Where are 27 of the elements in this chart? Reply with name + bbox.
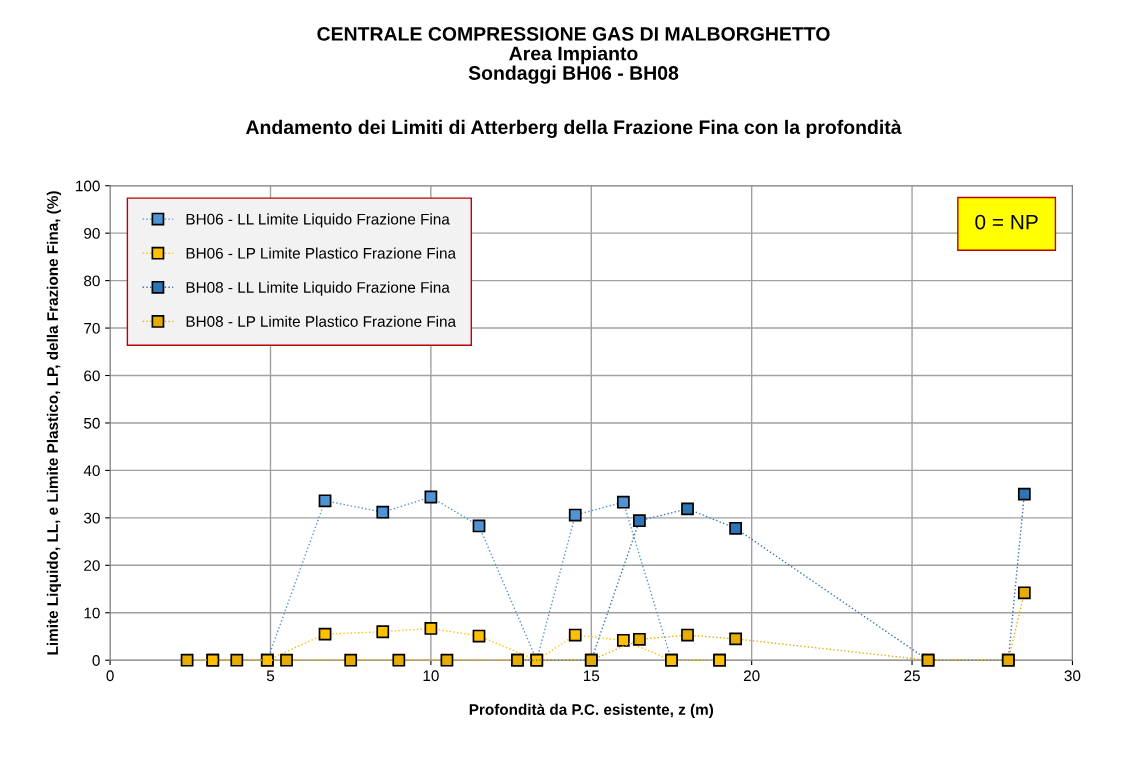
y-tick-label: 30: [83, 512, 100, 524]
x-tick-label: 30: [1064, 670, 1081, 682]
x-tick-label: 15: [583, 670, 600, 682]
chart-subtitle: Andamento dei Limiti di Atterberg della Frazione Fina con la profondità: [245, 119, 902, 139]
y-tick-label: 20: [84, 560, 100, 571]
y-tick-label: 0: [92, 655, 100, 666]
chart-title: CENTRALE COMPRESSIONE GAS DI MALBORGHETTO Area Impianto Sondaggi BH06 - BH08: [317, 27, 830, 84]
y-tick-label: 10: [84, 607, 100, 619]
legend-label: BH06 - LL Limite Liquido Frazione Fina: [186, 213, 450, 228]
x-tick-label: 20: [743, 670, 760, 682]
x-tick-label: 25: [904, 670, 920, 682]
y-tick-label: 70: [84, 322, 100, 334]
legend-label: BH08 - LP Limite Plastico Frazione Fina: [186, 315, 457, 327]
y-tick-label: 80: [84, 275, 100, 287]
x-tick-label: 10: [423, 670, 439, 682]
y-axis-title: Limite Liquido, LL, e Limite Plastico, LP, della Frazione Fina, (%): [46, 191, 62, 655]
y-tick-label: 50: [84, 417, 100, 429]
annotation: 0 = NP: [975, 214, 1038, 230]
y-tick-label: 90: [84, 228, 100, 239]
y-tick-label: 60: [84, 370, 100, 382]
x-axis-title: Profondità da P.C. esistente, z (m): [469, 703, 714, 718]
y-tick-label: 40: [83, 465, 100, 477]
x-tick-label: 5: [266, 670, 275, 682]
y-tick-label: 100: [76, 180, 100, 192]
legend-label: BH08 - LL Limite Liquido Frazione Fina: [186, 281, 450, 296]
x-tick-label: 0: [106, 670, 114, 682]
legend-label: BH06 - LP Limite Plastico Frazione Fina: [186, 247, 457, 259]
